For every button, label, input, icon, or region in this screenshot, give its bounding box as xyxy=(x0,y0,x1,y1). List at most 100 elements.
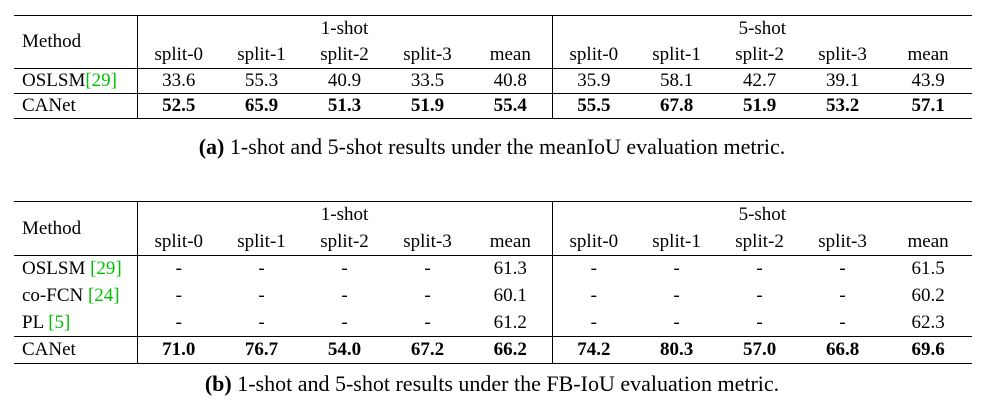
method-header: Method xyxy=(14,15,138,69)
column-header: split-2 xyxy=(718,228,802,256)
value-cell: - xyxy=(673,311,680,333)
table-row: PL [5] - - - - 61.2 - - - - 62.3 xyxy=(14,309,972,337)
caption-a-label: (a) xyxy=(198,134,225,159)
column-header: split-2 xyxy=(303,42,386,69)
value-cell: 33.6 xyxy=(137,68,220,94)
citation-link[interactable]: [29] xyxy=(85,70,118,91)
value-cell: - xyxy=(839,285,846,306)
value-cell: - xyxy=(839,311,846,333)
column-header: mean xyxy=(469,228,553,256)
method-cell: CANet xyxy=(14,336,138,364)
value-cell: - xyxy=(590,311,597,333)
column-header: split-0 xyxy=(552,228,636,256)
citation-link[interactable]: [24] xyxy=(87,285,120,306)
value-cell: 55.4 xyxy=(469,93,553,119)
column-header: mean xyxy=(884,42,973,69)
method-cell: CANet xyxy=(14,93,138,119)
table-row: CANet 52.5 65.9 51.3 51.9 55.4 55.5 67.8 51.9 53.… xyxy=(14,93,973,119)
method-cell: OSLSM[29] xyxy=(14,68,138,94)
value-cell: - xyxy=(635,255,719,283)
value-cell: 61.3 xyxy=(469,255,553,283)
column-header: split-2 xyxy=(718,42,802,69)
column-header: split-3 xyxy=(386,228,469,256)
value-cell: 33.5 xyxy=(386,68,469,94)
value-cell: - xyxy=(718,255,802,283)
value-cell: 35.9 xyxy=(552,68,636,94)
column-header: split-0 xyxy=(137,42,220,69)
value-cell: 57.1 xyxy=(884,93,973,119)
column-header: split-3 xyxy=(801,42,885,69)
value-cell: 39.1 xyxy=(801,68,885,94)
method-name: co-FCN xyxy=(22,285,88,306)
value-cell: 57.0 xyxy=(718,336,802,364)
value-cell: 66.2 xyxy=(469,336,553,364)
value-cell: 58.1 xyxy=(635,68,719,94)
value-cell: 62.3 xyxy=(911,311,945,333)
table-row: co-FCN [24] - - - - 60.1 - - - - 60.2 xyxy=(14,282,972,310)
value-cell: - xyxy=(590,285,597,306)
value-cell: 53.2 xyxy=(801,93,885,119)
value-cell: - xyxy=(801,255,885,283)
value-cell: 60.1 xyxy=(469,282,553,310)
value-cell: 43.9 xyxy=(884,68,973,94)
table-row: OSLSM [29] - - - -61.3- - - -61.5 xyxy=(14,255,973,283)
method-name: CANet xyxy=(22,339,76,360)
value-cell: - xyxy=(424,285,431,306)
method-header: Method xyxy=(14,201,138,256)
method-name: OSLSM xyxy=(22,70,86,91)
value-cell: 51.3 xyxy=(303,93,386,119)
caption-b: (b) 1-shot and 5-shot results under the … xyxy=(0,371,984,397)
group-header-1shot: 1-shot xyxy=(137,15,553,43)
citation-link[interactable]: [29] xyxy=(90,258,122,280)
caption-a: (a) 1-shot and 5-shot results under the … xyxy=(0,134,984,160)
group-header-1shot: 1-shot xyxy=(137,201,553,229)
value-cell: 76.7 xyxy=(220,336,303,364)
value-cell: 42.7 xyxy=(718,68,802,94)
value-cell: 55.5 xyxy=(552,93,636,119)
value-cell: 40.8 xyxy=(469,68,553,94)
citation-link[interactable]: [5] xyxy=(48,311,71,333)
value-cell: - xyxy=(341,285,348,306)
table-row: OSLSM[29] 33.6 55.3 40.9 33.5 40.8 35.9 58.1 42.… xyxy=(14,68,973,94)
column-header: split-3 xyxy=(801,228,885,256)
method-name: PL xyxy=(22,311,49,333)
value-cell: 61.5 xyxy=(884,255,973,283)
group-header-5shot: 5-shot xyxy=(552,15,973,43)
column-header: split-1 xyxy=(635,228,719,256)
value-cell: 67.8 xyxy=(635,93,719,119)
column-header: mean xyxy=(469,42,553,69)
value-cell: 52.5 xyxy=(137,93,220,119)
value-cell: 54.0 xyxy=(303,336,386,364)
column-header: split-1 xyxy=(635,42,719,69)
value-cell: 80.3 xyxy=(635,336,719,364)
method-cell: OSLSM [29] xyxy=(14,255,138,283)
value-cell: - xyxy=(258,311,265,333)
value-cell: 65.9 xyxy=(220,93,303,119)
fbiou-results-table: Method 1-shot 5-shot split-0 split-1 split… xyxy=(14,201,973,364)
value-cell: - xyxy=(341,311,348,333)
value-cell: 51.9 xyxy=(386,93,469,119)
column-header: split-3 xyxy=(386,42,469,69)
column-header: split-0 xyxy=(552,42,636,69)
value-cell: 69.6 xyxy=(884,336,973,364)
method-cell: co-FCN [24] xyxy=(14,282,138,310)
value-cell: 61.2 xyxy=(469,309,553,337)
caption-b-label: (b) xyxy=(204,371,232,396)
column-header: split-2 xyxy=(303,228,386,256)
caption-a-text: 1-shot and 5-shot results under the mean… xyxy=(224,134,786,159)
value-cell: 74.2 xyxy=(552,336,636,364)
table-row: CANet 71.0 76.7 54.0 67.2 66.2 74.2 80.3 57.0 66.… xyxy=(14,336,973,364)
column-header: split-1 xyxy=(220,228,303,256)
value-cell: 51.9 xyxy=(718,93,802,119)
value-cell: 66.8 xyxy=(801,336,885,364)
value-cell: 40.9 xyxy=(303,68,386,94)
value-cell: - xyxy=(303,255,386,283)
value-cell: - xyxy=(220,255,303,283)
value-cell: - xyxy=(137,255,220,283)
value-cell: 71.0 xyxy=(137,336,220,364)
column-header: mean xyxy=(884,228,973,256)
caption-b-text: 1-shot and 5-shot results under the FB-I… xyxy=(231,371,780,396)
value-cell: 60.2 xyxy=(911,285,945,306)
column-header: split-1 xyxy=(220,42,303,69)
value-cell: - xyxy=(756,311,763,333)
